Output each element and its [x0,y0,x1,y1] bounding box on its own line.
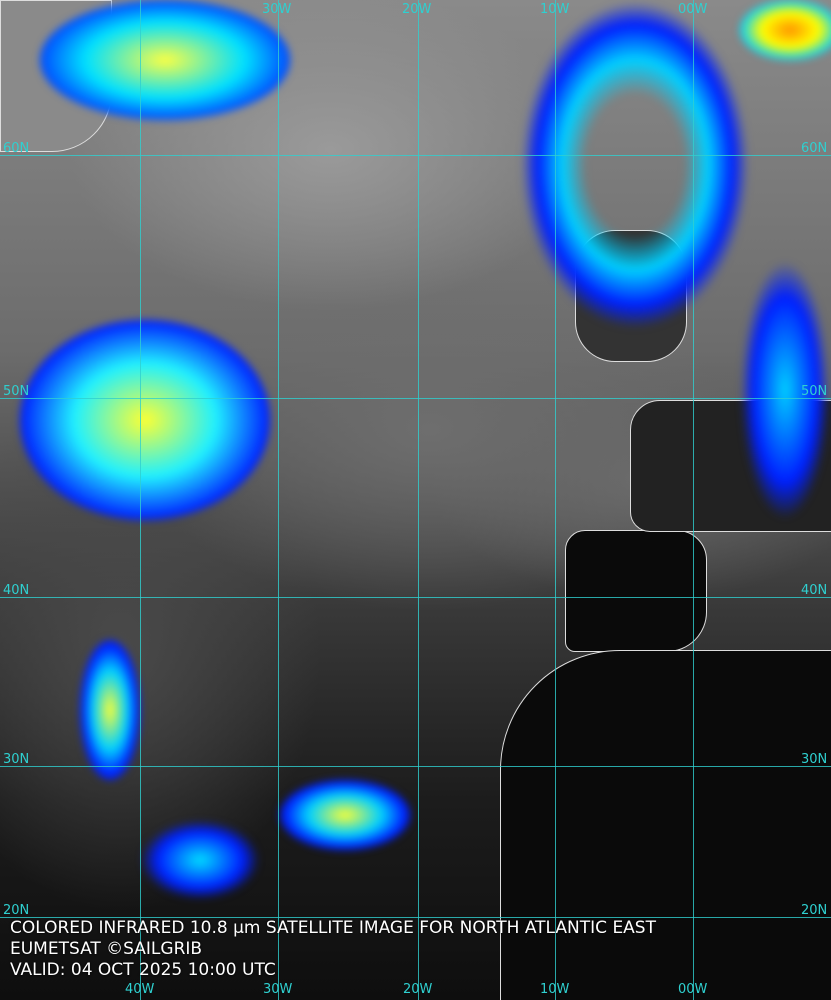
meridian-00w [693,0,694,1000]
iberia [565,530,707,652]
meridian-40w [140,0,141,1000]
meridian-10w [555,0,556,1000]
meridian-30w [278,0,279,1000]
caption-credit: EUMETSAT ©SAILGRIB [10,939,203,959]
cloud-cold-band-north [520,0,750,330]
cloud-cold-south-1 [80,640,140,780]
parallel-60n [0,155,831,156]
lon-label-bottom: 00W [678,982,708,997]
lon-label-bottom: 30W [263,982,293,997]
lon-label-top: 30W [262,2,292,17]
lat-label-left: 50N [3,384,30,399]
lat-label-right: 20N [801,903,828,918]
lon-label-bottom: 20W [403,982,433,997]
caption-title: COLORED INFRARED 10.8 µm SATELLITE IMAGE… [10,918,656,938]
cloud-cold-greenland [40,0,290,120]
image-caption: COLORED INFRARED 10.8 µm SATELLITE IMAGE… [10,918,656,981]
cloud-cold-ne [740,0,831,60]
meridian-20w [418,0,419,1000]
lat-label-right: 60N [801,141,828,156]
parallel-50n [0,398,831,399]
lon-label-bottom: 40W [125,982,155,997]
lon-label-top: 20W [402,2,432,17]
lat-label-right: 40N [801,583,828,598]
lon-label-top: 10W [540,2,570,17]
cloud-cold-band-east [740,260,830,520]
lat-label-right: 30N [801,752,828,767]
parallel-30n [0,766,831,767]
lat-label-left: 60N [3,141,30,156]
parallel-40n [0,597,831,598]
lon-label-bottom: 10W [540,982,570,997]
lat-label-left: 30N [3,752,30,767]
caption-valid-time: VALID: 04 OCT 2025 10:00 UTC [10,960,276,980]
cloud-cold-south-2 [280,780,410,850]
cloud-cold-south-3 [140,820,260,900]
cloud-cold-storm-west [20,320,270,520]
parallel-20n [0,917,831,918]
lat-label-left: 20N [3,903,30,918]
lat-label-right: 50N [801,384,828,399]
lat-label-left: 40N [3,583,30,598]
lon-label-top: 00W [678,2,708,17]
